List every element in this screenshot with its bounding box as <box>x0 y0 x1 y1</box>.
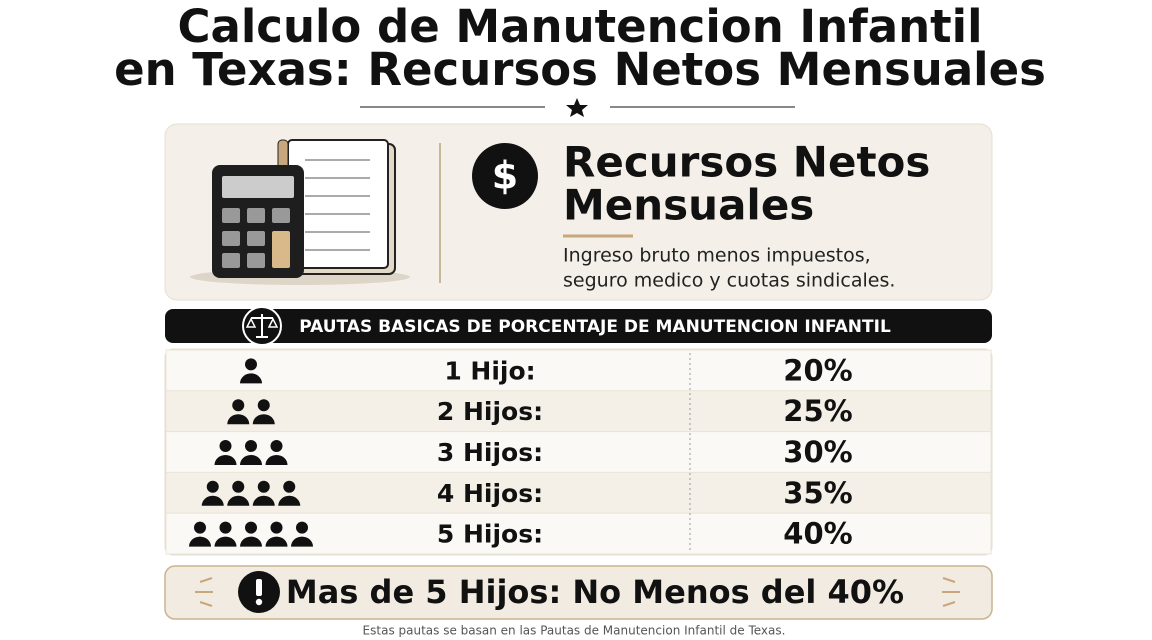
person-icon <box>214 455 237 465</box>
row-label: 2 Hijos: <box>437 397 543 426</box>
row-percent: 35% <box>783 476 852 510</box>
person-icon <box>240 373 262 384</box>
row-percent: 40% <box>783 517 852 551</box>
person-icon <box>245 358 257 371</box>
person-icon <box>283 480 296 493</box>
person-icon <box>201 495 224 506</box>
person-icon <box>265 536 288 547</box>
title-line: Calculo de Manutencion Infantil <box>177 0 982 53</box>
divider <box>360 98 795 117</box>
title-line: en Texas: Recursos Netos Mensuales <box>114 43 1046 96</box>
row-label: 5 Hijos: <box>437 520 543 549</box>
person-icon <box>219 440 232 452</box>
person-icon <box>245 521 257 534</box>
card-heading: Recursos Netos <box>563 138 930 187</box>
card-description: Ingreso bruto menos impuestos, <box>563 245 871 267</box>
dollar-sign: $ <box>492 154 518 198</box>
footnote: Estas pautas se basan en las Pautas de M… <box>363 624 786 638</box>
person-icon <box>240 536 262 547</box>
person-icon <box>296 521 308 534</box>
table-row <box>165 431 992 473</box>
person-icon <box>257 480 270 493</box>
percentage-table: 1 Hijo: 20% 2 Hijos: 25% 3 Hijos: 30% 4 Hijos:… <box>164 348 993 556</box>
person-icon <box>270 440 283 452</box>
person-icon <box>189 536 211 547</box>
callout-decoration <box>195 577 960 607</box>
dollar-icon <box>472 143 538 209</box>
row-percent: 20% <box>783 353 852 387</box>
person-icon <box>252 414 275 425</box>
person-icon <box>214 536 237 547</box>
table-banner <box>165 309 992 343</box>
person-icon <box>232 480 245 493</box>
row-label: 1 Hijo: <box>444 356 535 385</box>
calculator-illustration <box>190 139 410 285</box>
person-icon <box>245 440 257 452</box>
person-icon <box>227 414 250 425</box>
row-percent: 25% <box>783 394 852 428</box>
callout-box <box>164 565 993 620</box>
person-icon <box>194 521 206 534</box>
table-row <box>165 512 992 555</box>
card-heading: Mensuales <box>563 181 814 230</box>
person-icon <box>232 399 245 412</box>
row-percent: 30% <box>783 435 852 469</box>
person-icon <box>278 495 301 506</box>
person-icon <box>206 480 219 493</box>
person-icon <box>270 521 283 534</box>
scale-icon <box>242 306 282 346</box>
row-label: 3 Hijos: <box>437 438 543 467</box>
person-icon <box>240 455 262 465</box>
person-icon <box>291 536 313 547</box>
person-icon <box>257 399 270 412</box>
table-row <box>165 471 992 514</box>
person-icon <box>265 455 288 465</box>
card-description: seguro medico y cuotas sindicales. <box>563 270 895 292</box>
table-row <box>165 390 992 433</box>
callout-text: Mas de 5 Hijos: No Menos del 40% <box>286 573 904 611</box>
warning-icon <box>238 571 280 613</box>
row-label: 4 Hijos: <box>437 479 543 508</box>
banner-text: PAUTAS BASICAS DE PORCENTAJE DE MANUTENC… <box>299 317 891 337</box>
person-icon <box>227 495 250 506</box>
table-row <box>165 349 992 392</box>
person-icon <box>219 521 232 534</box>
person-icon <box>252 495 275 506</box>
